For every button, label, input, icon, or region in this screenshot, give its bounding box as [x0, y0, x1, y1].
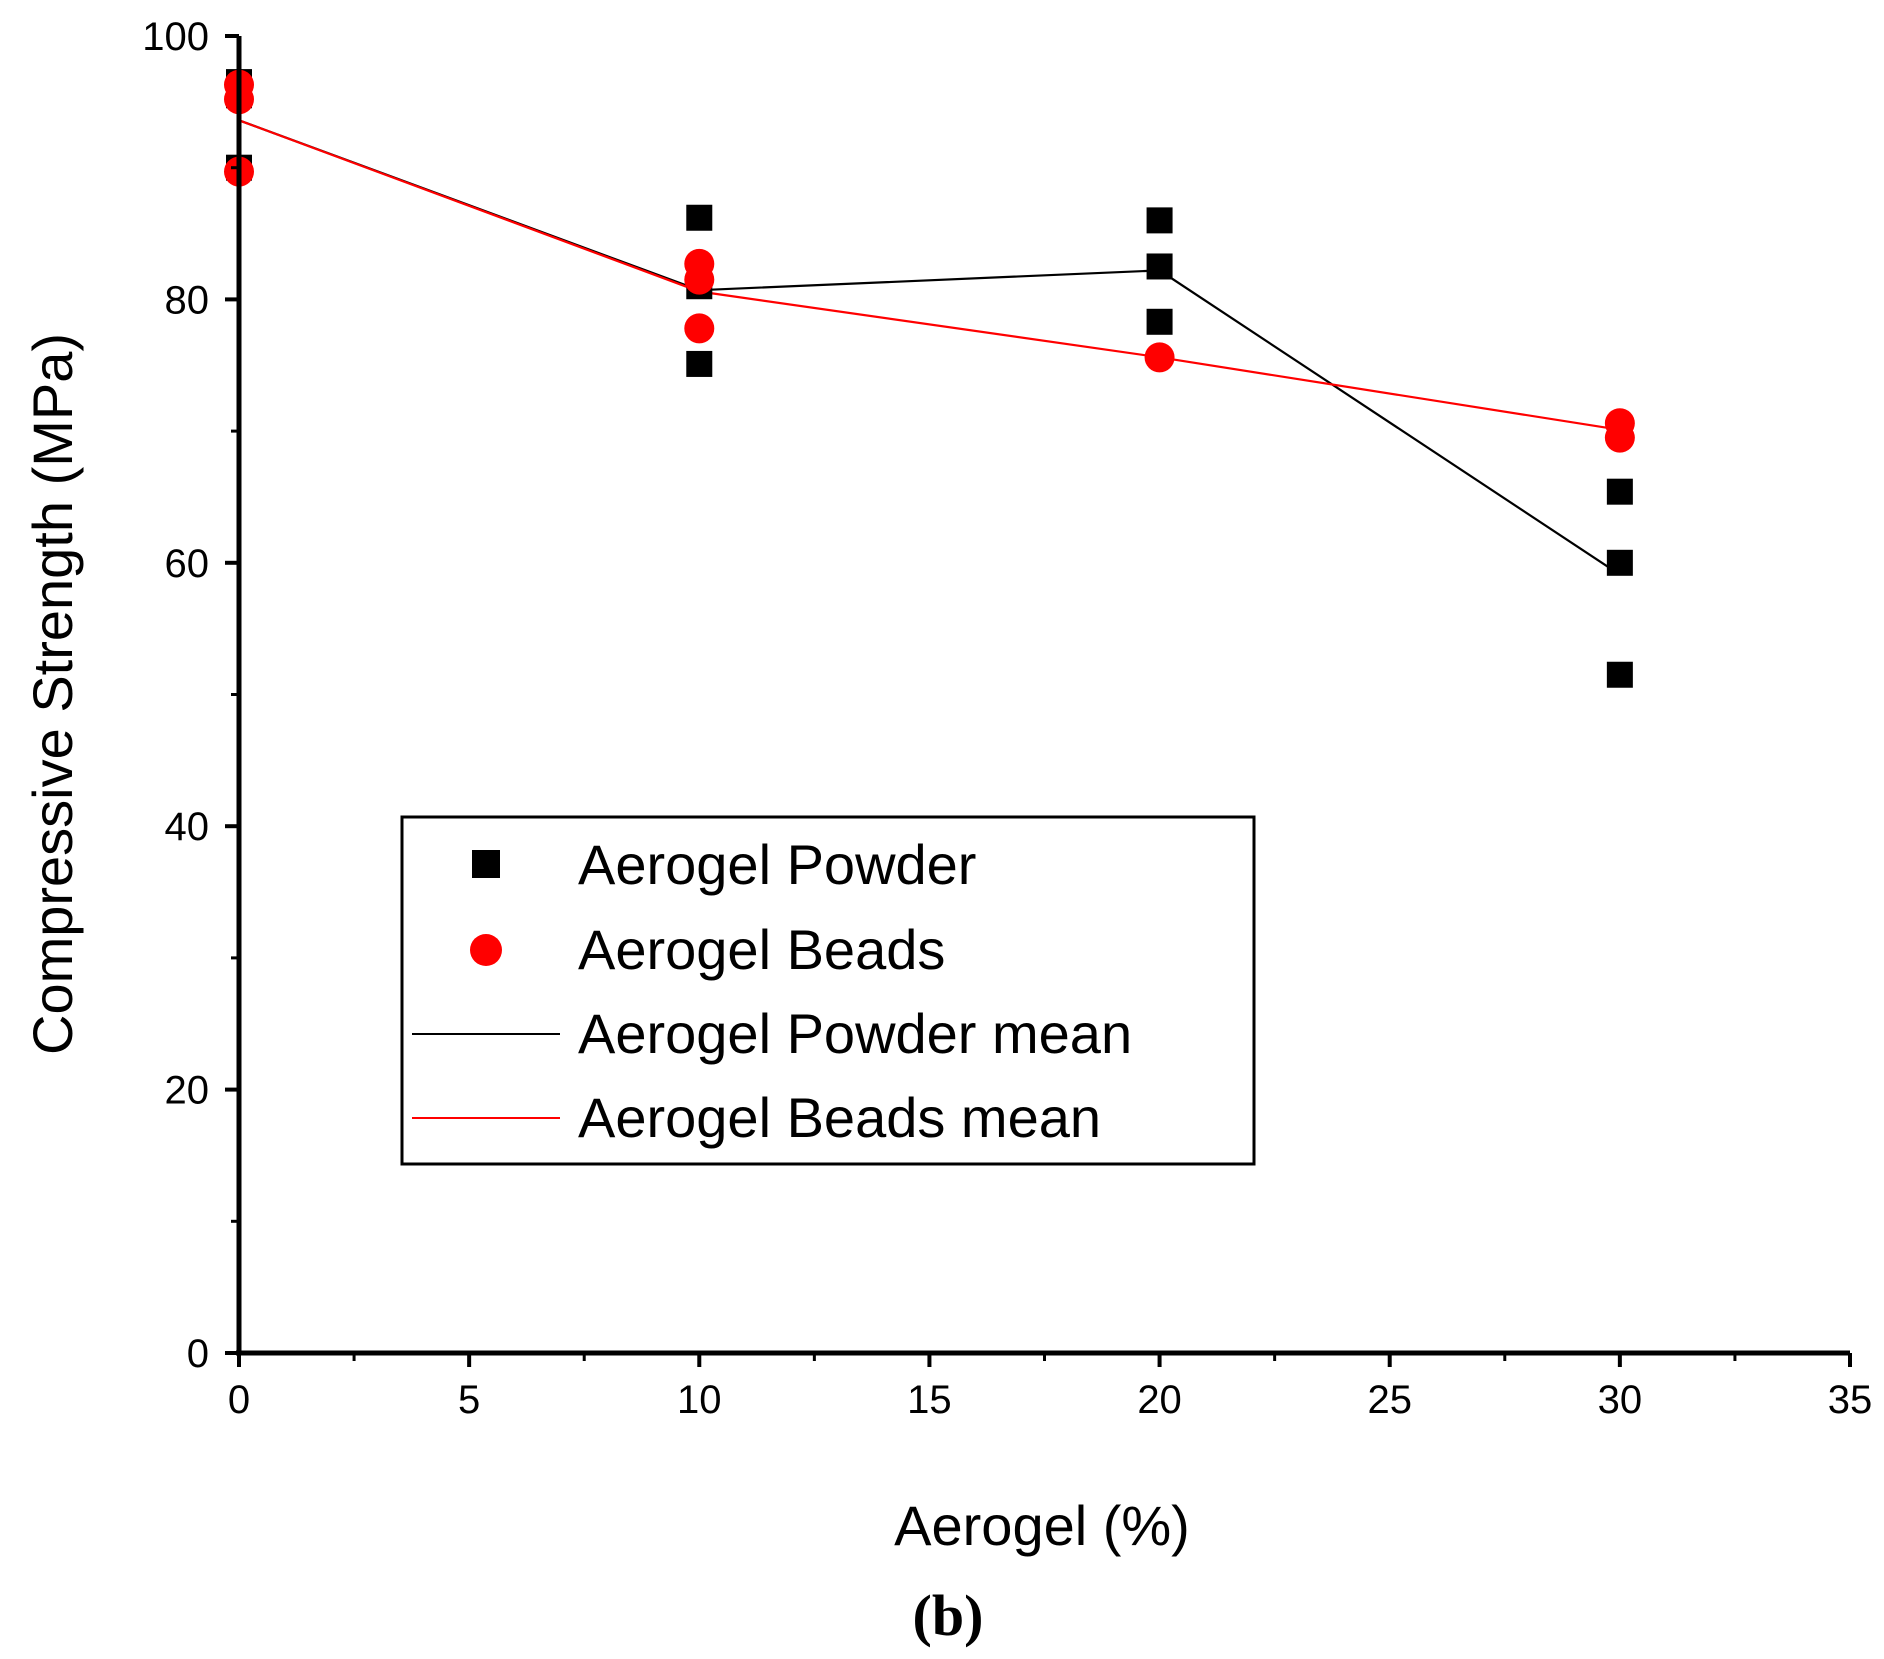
- legend-label-powder: Aerogel Powder: [578, 833, 976, 896]
- series-line-aerogel-beads-mean: [238, 119, 1621, 431]
- data-point-powder: [1146, 207, 1173, 234]
- legend-box: [400, 815, 1256, 1166]
- data-point-beads: [1144, 342, 1175, 373]
- legend-label-beads-mean: Aerogel Beads mean: [578, 1086, 1101, 1149]
- legend-label-powder-mean: Aerogel Powder mean: [578, 1002, 1132, 1065]
- data-point-beads: [684, 264, 715, 295]
- y-tick-label: 100: [142, 15, 209, 59]
- y-tick-label: 20: [165, 1069, 210, 1113]
- x-tick-label: 5: [458, 1378, 480, 1422]
- y-tick-label: 80: [165, 278, 210, 322]
- data-point-powder: [686, 204, 713, 231]
- legend-symbol-square: [472, 850, 500, 878]
- x-axis-title: Aerogel (%): [894, 1494, 1190, 1557]
- y-tick-label: 60: [165, 542, 210, 586]
- x-tick-label: 10: [677, 1378, 722, 1422]
- y-ticks: 0 20 40 60 80 100: [142, 15, 239, 1376]
- data-point-powder: [686, 350, 713, 377]
- figure-caption: (b): [913, 1583, 984, 1648]
- data-point-powder: [1606, 549, 1633, 576]
- data-point-beads: [684, 313, 715, 344]
- x-tick-label: 25: [1367, 1378, 1412, 1422]
- legend: Aerogel Powder Aerogel Beads Aerogel Pow…: [400, 815, 1256, 1166]
- data-point-powder: [1606, 478, 1633, 505]
- y-tick-label: 40: [165, 805, 210, 849]
- x-tick-label: 20: [1137, 1378, 1182, 1422]
- y-axis-title: Compressive Strength (MPa): [21, 333, 84, 1055]
- legend-label-beads: Aerogel Beads: [578, 918, 945, 981]
- data-point-powder: [1146, 253, 1173, 280]
- data-point-powder: [1606, 661, 1633, 688]
- mean-lines: [238, 119, 1621, 576]
- legend-symbol-circle: [470, 934, 502, 966]
- y-tick-label: 0: [187, 1332, 209, 1376]
- x-tick-label: 35: [1828, 1378, 1873, 1422]
- x-tick-label: 15: [907, 1378, 952, 1422]
- data-point-powder: [1146, 308, 1173, 335]
- data-point-beads: [1604, 422, 1635, 453]
- x-tick-label: 0: [228, 1378, 250, 1422]
- x-tick-label: 30: [1598, 1378, 1643, 1422]
- x-ticks: 0 5 10 15 20 25 30 35: [228, 1353, 1872, 1422]
